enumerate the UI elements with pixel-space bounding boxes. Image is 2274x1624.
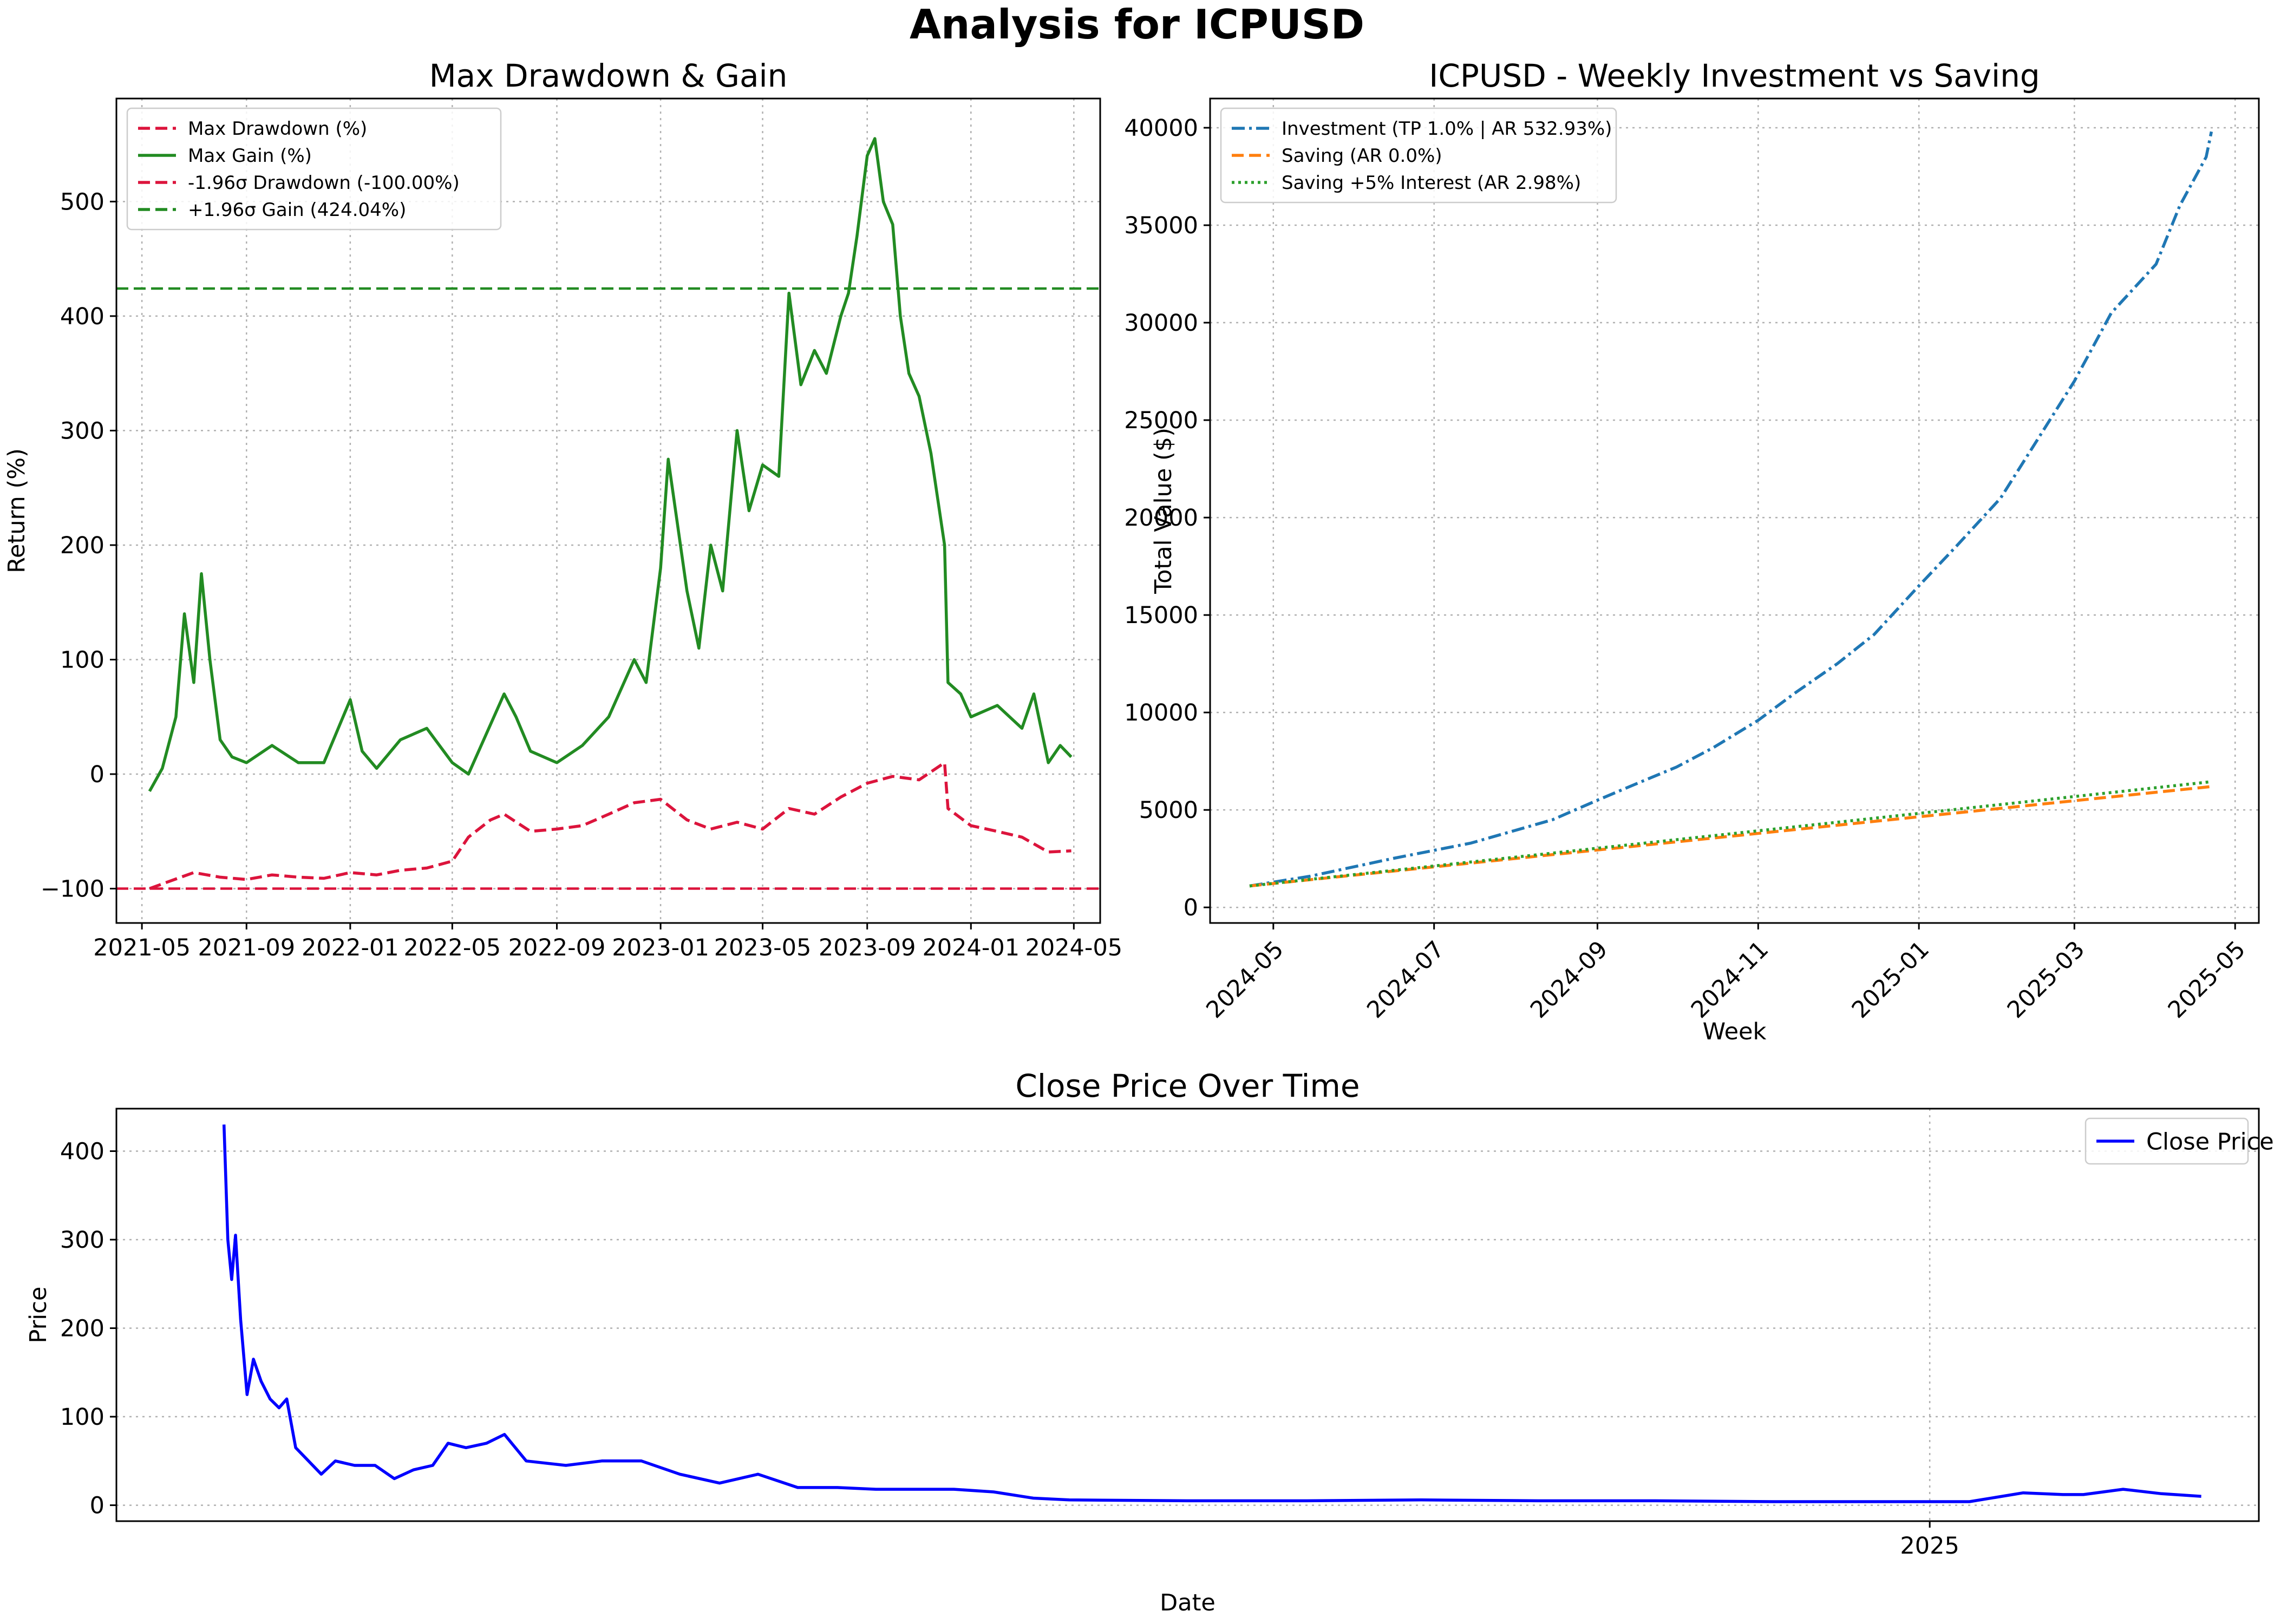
price-chart: 0 100 200 300 400 2025 Close Price Over Time Pr… [25,1068,2274,1616]
y-tick-label: 200 [60,532,104,559]
legend-box [1220,107,1617,204]
x-tick-label: 2025 [1900,1533,1959,1560]
drawdown-legend: Max Drawdown (%) Max Gain (%) -1.96σ Drawd… [126,107,502,231]
x-tick-label: 2024-11 [1686,936,1774,1024]
y-tick-label: 0 [1184,894,1198,921]
x-tick-label: 2024-05 [1201,936,1289,1024]
legend-box [126,107,502,231]
y-tick-label: 300 [60,1227,104,1254]
y-tick-label: 35000 [1124,212,1198,239]
invest-title: ICPUSD - Weekly Investment vs Saving [1429,57,2040,94]
price-legend: Close Price [2084,1117,2274,1165]
series-line [149,761,1071,890]
legend-label: Saving (AR 0.0%) [1282,145,1442,167]
legend-label: Max Drawdown (%) [188,118,367,140]
x-tick-label: 2023-01 [612,934,709,961]
x-tick-label: 2024-07 [1362,936,1449,1024]
series-line [148,137,1073,793]
y-tick-label: −100 [41,876,104,903]
legend-label: Investment (TP 1.0% | AR 532.93%) [1282,118,1612,140]
x-tick-label: 2021-09 [198,934,295,961]
legend-label: Saving +5% Interest (AR 2.98%) [1282,172,1581,194]
y-tick-label: 0 [90,761,104,788]
y-tick-label: 25000 [1124,407,1198,434]
y-tick-label: 15000 [1124,602,1198,629]
x-tick-label: 2024-09 [1525,936,1613,1024]
x-tick-label: 2023-05 [714,934,812,961]
x-tick-label: 2022-05 [403,934,501,961]
legend-label: Close Price [2146,1128,2274,1155]
y-tick-label: 5000 [1139,797,1198,824]
x-tick-label: 2024-05 [1025,934,1122,961]
x-tick-label: 2022-01 [302,934,399,961]
series-line [222,1124,2201,1503]
invest-ylabel: Total Value ($) [1150,428,1177,594]
series-line [1249,785,2212,888]
x-tick-label: 2025-03 [2002,936,2090,1024]
x-tick-label: 2024-01 [922,934,1020,961]
y-tick-label: 400 [60,1138,104,1165]
legend-label: Max Gain (%) [188,145,312,167]
series-line [1249,131,2213,888]
legend-box [2084,1117,2249,1165]
plot-frame [115,97,1101,924]
drawdown-ylabel: Return (%) [3,448,30,573]
y-tick-label: 40000 [1124,115,1198,142]
drawdown-grid [116,99,1100,923]
price-ylabel: Price [25,1287,52,1344]
drawdown-chart: −100 0 100 200 300 400 500 2021-05 2021-09 2022-0… [3,57,1122,961]
price-xlabel: Date [1160,1589,1216,1616]
y-tick-label: 400 [60,303,104,330]
legend-label: +1.96σ Gain (424.04%) [188,199,406,221]
plot-frame [1209,97,2260,924]
drawdown-title: Max Drawdown & Gain [429,57,788,94]
invest-xlabel: Week [1703,1018,1767,1045]
x-tick-label: 2021-05 [93,934,191,961]
y-tick-label: 300 [60,417,104,444]
y-tick-label: 20000 [1124,505,1198,532]
invest-grid [1210,99,2259,923]
series-line [1249,780,2212,888]
y-tick-label: 500 [60,188,104,215]
y-tick-label: 100 [60,646,104,673]
y-tick-label: 200 [60,1315,104,1343]
x-tick-label: 2025-05 [2163,936,2251,1024]
x-tick-label: 2023-09 [819,934,916,961]
y-tick-label: 30000 [1124,310,1198,337]
y-tick-label: 10000 [1124,699,1198,726]
x-tick-label: 2022-09 [508,934,606,961]
x-tick-label: 2025-01 [1847,936,1935,1024]
price-title: Close Price Over Time [1015,1068,1360,1104]
plot-frame [115,1108,2260,1522]
y-tick-label: 100 [60,1404,104,1431]
legend-label: -1.96σ Drawdown (-100.00%) [188,172,460,194]
invest-legend: Investment (TP 1.0% | AR 532.93%) Saving … [1220,107,1617,204]
invest-chart: 0 5000 10000 15000 20000 25000 30000 35000 40000… [1124,57,2260,1045]
y-tick-label: 0 [90,1492,104,1520]
figure-title: Analysis for ICPUSD [909,1,1365,48]
